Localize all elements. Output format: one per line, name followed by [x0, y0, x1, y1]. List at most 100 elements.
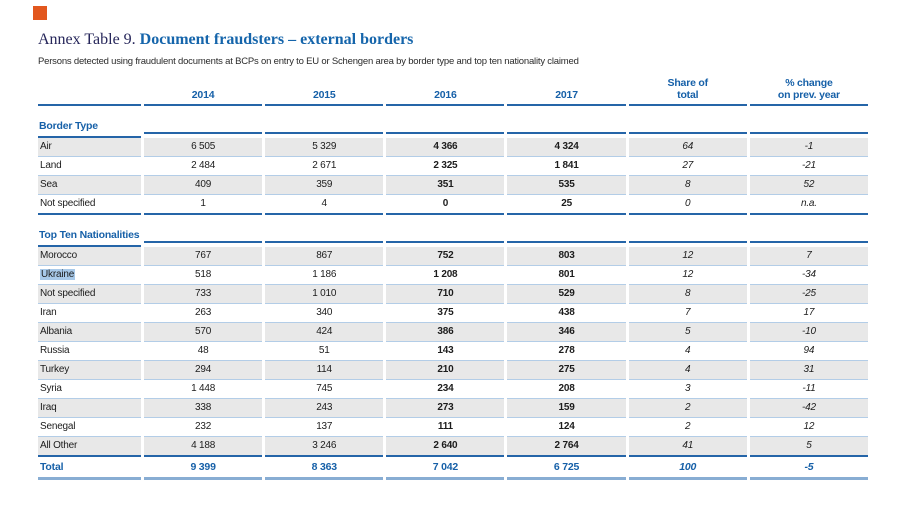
column-header-pct-change: % change on prev. year	[749, 77, 868, 106]
cell-value: 7	[628, 304, 747, 323]
cell-value: 51	[265, 342, 384, 361]
row-label: Iran	[38, 304, 141, 323]
table-row: Morocco 767 867 752 803 12 7	[38, 247, 868, 266]
table-row: Ukraine 518 1 186 1 208 801 12 -34	[38, 266, 868, 285]
row-label: Not specified	[38, 285, 141, 304]
table-row: Iran 263 340 375 438 7 17	[38, 304, 868, 323]
cell-value: 2 640	[386, 437, 505, 457]
total-row: Total 9 399 8 363 7 042 6 725 100 -5	[38, 457, 868, 480]
section-header-row: Top Ten Nationalities	[38, 215, 868, 247]
table-row: Not specified 733 1 010 710 529 8 -25	[38, 285, 868, 304]
cell-value: 529	[507, 285, 626, 304]
cell-value: 518	[144, 266, 263, 285]
cell-value: 1 448	[144, 380, 263, 399]
cell-value: 137	[265, 418, 384, 437]
cell-value: 867	[265, 247, 384, 266]
table-number-label: Annex Table 9.	[38, 31, 136, 48]
cell-value: 752	[386, 247, 505, 266]
cell-value: 375	[386, 304, 505, 323]
section-header-spacer	[144, 106, 263, 134]
cell-value: 8	[628, 285, 747, 304]
section-header-spacer	[265, 106, 384, 134]
cell-value: 5	[749, 437, 868, 457]
cell-value: 2 764	[507, 437, 626, 457]
table-row: Albania 570 424 386 346 5 -10	[38, 323, 868, 342]
row-label: Morocco	[38, 247, 141, 266]
cell-value: 12	[628, 266, 747, 285]
total-label: Total	[38, 457, 141, 480]
row-label: Air	[38, 138, 141, 157]
cell-value: 208	[507, 380, 626, 399]
section-header-spacer	[628, 106, 747, 134]
cell-value: 4	[265, 195, 384, 215]
cell-value: 52	[749, 176, 868, 195]
cell-value: 263	[144, 304, 263, 323]
total-value: 6 725	[507, 457, 626, 480]
cell-value: 17	[749, 304, 868, 323]
cell-value: 294	[144, 361, 263, 380]
cell-value: 243	[265, 399, 384, 418]
cell-value: 409	[144, 176, 263, 195]
cell-value: 710	[386, 285, 505, 304]
cell-value: 3 246	[265, 437, 384, 457]
table-row: Not specified 1 4 0 25 0 n.a.	[38, 195, 868, 215]
section-header-spacer	[386, 215, 505, 243]
cell-value: 346	[507, 323, 626, 342]
column-header-2017: 2017	[507, 89, 626, 106]
cell-value: -1	[749, 138, 868, 157]
row-label: Senegal	[38, 418, 141, 437]
cell-value: 351	[386, 176, 505, 195]
cell-value: 4 188	[144, 437, 263, 457]
table-row: Senegal 232 137 111 124 2 12	[38, 418, 868, 437]
row-label: Iraq	[38, 399, 141, 418]
cell-value: 2	[628, 399, 747, 418]
cell-value: 424	[265, 323, 384, 342]
cell-value: 0	[628, 195, 747, 215]
section-header-spacer	[628, 215, 747, 243]
cell-value: 114	[265, 361, 384, 380]
cell-value: 2	[628, 418, 747, 437]
cell-value: 210	[386, 361, 505, 380]
table-body: Border Type Air 6 505 5 329 4 366 4 324 64 -1 La…	[38, 106, 868, 480]
cell-value: 2 671	[265, 157, 384, 176]
cell-value: 4	[628, 342, 747, 361]
cell-value: 801	[507, 266, 626, 285]
cell-value: 4	[628, 361, 747, 380]
cell-value: 0	[386, 195, 505, 215]
cell-value: -42	[749, 399, 868, 418]
cell-value: 733	[144, 285, 263, 304]
cell-value: 3	[628, 380, 747, 399]
row-label: Russia	[38, 342, 141, 361]
cell-value: 359	[265, 176, 384, 195]
cell-value: 2 325	[386, 157, 505, 176]
highlighted-text: Ukraine	[40, 269, 76, 280]
section-header-spacer	[749, 106, 868, 134]
cell-value: 4 324	[507, 138, 626, 157]
cell-value: 48	[144, 342, 263, 361]
column-header-2015: 2015	[265, 89, 384, 106]
cell-value: 278	[507, 342, 626, 361]
cell-value: -25	[749, 285, 868, 304]
table-row: Air 6 505 5 329 4 366 4 324 64 -1	[38, 138, 868, 157]
total-value: 7 042	[386, 457, 505, 480]
cell-value: 5	[628, 323, 747, 342]
cell-value: 41	[628, 437, 747, 457]
cell-value: 338	[144, 399, 263, 418]
section-header-row: Border Type	[38, 106, 868, 138]
row-label: Land	[38, 157, 141, 176]
cell-value: 7	[749, 247, 868, 266]
column-header-2016: 2016	[386, 89, 505, 106]
cell-value: 111	[386, 418, 505, 437]
cell-value: 535	[507, 176, 626, 195]
cell-value: 6 505	[144, 138, 263, 157]
cell-value: -21	[749, 157, 868, 176]
cell-value: 5 329	[265, 138, 384, 157]
section-header-spacer	[144, 215, 263, 243]
section-title: Border Type	[38, 106, 141, 138]
cell-value: 386	[386, 323, 505, 342]
cell-value: -10	[749, 323, 868, 342]
table-title: Document fraudsters – external borders	[139, 31, 414, 48]
row-label: All Other	[38, 437, 141, 457]
cell-value: 1 186	[265, 266, 384, 285]
table-row: Russia 48 51 143 278 4 94	[38, 342, 868, 361]
